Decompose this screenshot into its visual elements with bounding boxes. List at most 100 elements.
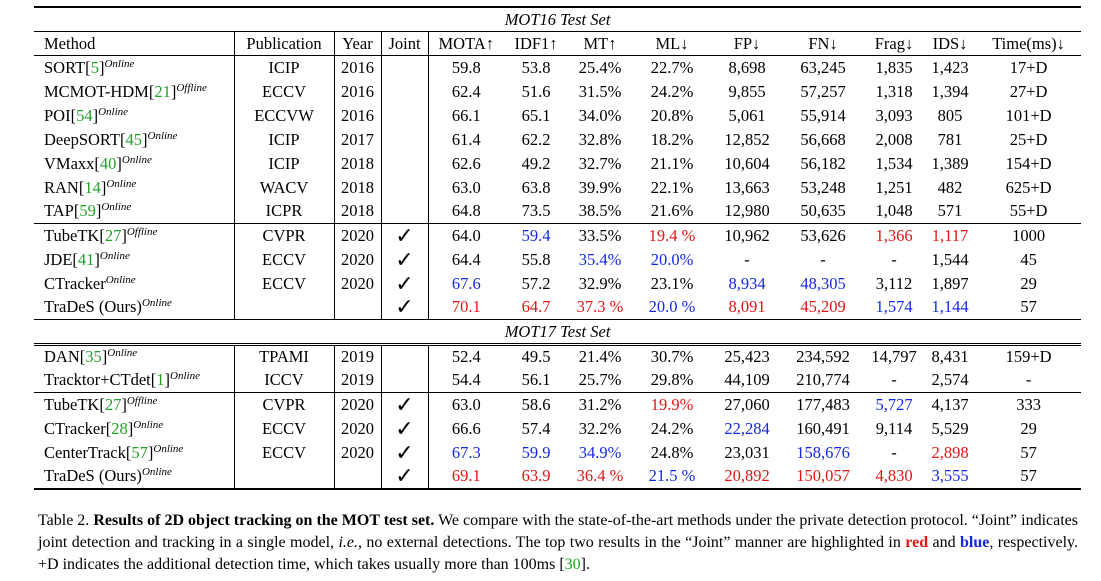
citation-bracket: ] xyxy=(98,57,105,77)
metric-cell: 21.4% xyxy=(568,343,632,369)
citation-link[interactable]: 21 xyxy=(154,81,171,101)
citation-link[interactable]: 14 xyxy=(84,177,101,197)
metric-cell: 1,251 xyxy=(875,177,913,197)
year-cell: 2018 xyxy=(334,175,382,200)
method-name: CenterTrack[ xyxy=(44,442,132,462)
metric-cell: 62.6 xyxy=(451,153,481,173)
year-cell: 2020 xyxy=(334,271,382,296)
online-offline-tag: Online xyxy=(101,201,132,214)
publication-cell: ECCV xyxy=(234,79,335,104)
citation-bracket: ] xyxy=(116,153,122,173)
citation-link[interactable]: 45 xyxy=(125,129,143,149)
metric-cell: 32.7% xyxy=(578,153,622,173)
metric-cell: 1,423 xyxy=(924,55,976,80)
citation-link[interactable]: 27 xyxy=(104,394,122,414)
publication-cell xyxy=(234,464,335,490)
citation-link[interactable]: 54 xyxy=(76,105,93,125)
column-header: Frag↓ xyxy=(864,31,924,56)
checkmark-icon: ✓ xyxy=(395,270,414,296)
caption-red-word: red xyxy=(905,534,929,551)
metric-cell: 36.4 % xyxy=(568,464,632,490)
method-name: MCMOT-HDM[ xyxy=(44,81,155,101)
column-header: MOTA↑ xyxy=(428,31,504,56)
publication-cell: ECCV xyxy=(234,271,335,296)
metric-cell: 1,366 xyxy=(864,223,924,248)
checkmark-icon: ✓ xyxy=(395,415,414,441)
citation-link[interactable]: 35 xyxy=(85,347,102,367)
publication-cell: TPAMI xyxy=(234,343,335,369)
metric-cell: 24.2% xyxy=(650,418,694,438)
metric-cell: 55+D xyxy=(1009,201,1048,221)
citation-link[interactable]: 57 xyxy=(131,442,148,462)
metric-cell: 10,962 xyxy=(712,223,782,248)
citation-bracket: ] xyxy=(127,418,134,438)
metric-cell: 1,144 xyxy=(931,297,969,317)
metric-cell: 625+D xyxy=(1005,177,1052,197)
metric-cell: 57 xyxy=(1020,442,1037,462)
metric-cell: 66.1 xyxy=(451,105,481,125)
joint-cell xyxy=(381,127,429,152)
year-cell: 2018 xyxy=(334,151,382,176)
publication-cell: ICCV xyxy=(234,368,335,393)
metric-cell: 30.7% xyxy=(632,343,712,369)
section-title-row: MOT17 Test Set xyxy=(34,319,1082,345)
column-header: ML↓ xyxy=(632,31,712,56)
metric-cell: 39.9% xyxy=(578,177,622,197)
year-cell: 2019 xyxy=(334,343,382,369)
metric-cell: 5,061 xyxy=(728,105,766,125)
metric-cell: 32.8% xyxy=(578,129,622,149)
metric-cell: 333 xyxy=(976,392,1082,417)
online-offline-tag: Online xyxy=(121,153,152,166)
citation-link[interactable]: 41 xyxy=(77,249,95,269)
online-offline-tag: Offline xyxy=(126,394,158,407)
metric-cell: 150,057 xyxy=(782,464,864,490)
metric-cell: 1,389 xyxy=(931,153,969,173)
table-row: Tracktor+CTdet[1]Online ICCV 2019 54.4 56.1 2… xyxy=(34,368,1081,393)
checkmark-icon: ✓ xyxy=(395,391,414,417)
citation-bracket: ] xyxy=(121,394,127,414)
metric-cell: 45 xyxy=(1020,249,1037,269)
year-cell: 2017 xyxy=(334,127,382,152)
year-cell: 2020 xyxy=(334,416,382,441)
caption-title: Results of 2D object tracking on the MOT… xyxy=(93,512,435,529)
metric-cell: 12,852 xyxy=(724,129,770,149)
table-row: CTrackerOnline ECCV 2020 ✓ 67.6 57.2 32.9% 23.1… xyxy=(34,270,1081,296)
citation-link[interactable]: 27 xyxy=(104,225,122,245)
citation-link[interactable]: 5 xyxy=(90,57,99,77)
metric-cell: 63.9 xyxy=(504,464,568,490)
joint-cell: ✓ xyxy=(381,439,429,465)
metric-cell: 3,555 xyxy=(924,464,976,490)
caption-blue-word: blue xyxy=(960,534,990,551)
metric-cell: 177,483 xyxy=(782,392,864,417)
citation-link[interactable]: 28 xyxy=(111,418,128,438)
joint-cell: ✓ xyxy=(381,415,429,441)
column-header: IDF1↑ xyxy=(504,31,568,56)
metric-cell: 52.4 xyxy=(428,343,504,369)
results-table-container: MOT16 Test Set Method Publication Year Joint… xyxy=(34,6,1082,490)
table-caption: Table 2. Results of 2D object tracking o… xyxy=(38,510,1078,576)
joint-cell xyxy=(381,175,429,200)
citation-link[interactable]: 40 xyxy=(99,153,117,173)
checkmark-icon: ✓ xyxy=(395,439,414,465)
metric-cell: 53,248 xyxy=(800,177,846,197)
metric-cell: 62.2 xyxy=(521,129,551,149)
table-row: CenterTrack[57]Online ECCV 2020 ✓ 67.3 59.9 34… xyxy=(34,439,1081,465)
column-header: Joint xyxy=(381,31,429,56)
metric-cell: - xyxy=(891,249,897,269)
caption-text-3: and xyxy=(928,534,960,551)
metric-cell: 8,934 xyxy=(728,273,766,293)
metric-cell: 1,897 xyxy=(931,273,969,293)
citation-link[interactable]: 59 xyxy=(79,201,96,221)
citation-link[interactable]: 1 xyxy=(156,370,165,390)
caption-ie: i.e., xyxy=(338,534,362,551)
metric-cell: 8,431 xyxy=(924,343,976,369)
caption-label: Table 2. xyxy=(38,512,94,529)
metric-cell: 20,892 xyxy=(712,464,782,490)
metric-cell: 51.6 xyxy=(521,81,551,101)
metric-cell: 24.2% xyxy=(650,81,694,101)
caption-ref-link[interactable]: 30 xyxy=(564,556,581,573)
publication-cell: ECCV xyxy=(234,247,335,272)
metric-cell: - xyxy=(744,249,750,269)
metric-cell: 54.4 xyxy=(451,370,481,390)
metric-cell: 55.8 xyxy=(521,249,551,269)
